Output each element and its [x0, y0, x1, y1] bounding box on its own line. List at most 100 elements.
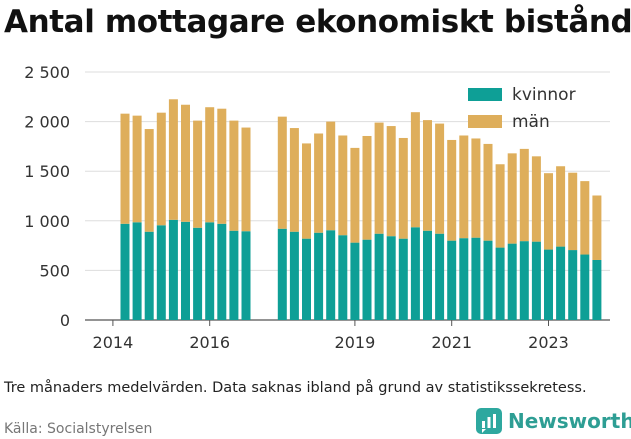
bar-mn-2023-Q2: [556, 166, 566, 247]
bar-mn-2015-Q2: [168, 99, 178, 220]
bar-mn-2014-Q2: [120, 113, 130, 224]
bar-mn-2023-Q4: [580, 181, 590, 255]
x-tick-label: 2019: [335, 333, 376, 352]
bar-kvinnor-2018-Q2: [314, 232, 324, 320]
brand-logo[interactable]: Newsworthy: [476, 406, 631, 436]
x-tick-label: 2023: [528, 333, 569, 352]
bar-mn-2023-Q1: [544, 173, 553, 250]
bar-kvinnor-2020-Q4: [435, 233, 445, 320]
bar-mn-2015-Q4: [193, 120, 203, 228]
legend-label: kvinnor: [512, 85, 576, 105]
bar-kvinnor-2018-Q4: [338, 235, 348, 320]
bar-mn-2020-Q2: [410, 112, 420, 228]
bar-kvinnor-2021-Q1: [447, 240, 457, 320]
bar-kvinnor-2017-Q4: [289, 231, 299, 320]
bar-kvinnor-2015-Q3: [181, 221, 190, 320]
bar-mn-2019-Q4: [386, 126, 396, 237]
bar-mn-2019-Q3: [374, 122, 384, 234]
bar-mn-2019-Q1: [350, 147, 360, 243]
x-tick-label: 2016: [189, 333, 230, 352]
bar-mn-2018-Q3: [326, 121, 336, 231]
bar-kvinnor-2019-Q2: [362, 239, 372, 320]
chart-title: Antal mottagare ekonomiskt bistånd: [4, 4, 631, 40]
bar-kvinnor-2014-Q2: [120, 223, 130, 320]
bar-mn-2016-Q2: [217, 108, 227, 224]
bar-mn-2020-Q1: [398, 137, 408, 239]
bar-mn-2022-Q4: [531, 156, 541, 242]
bar-kvinnor-2018-Q3: [326, 230, 336, 320]
bar-mn-2021-Q2: [459, 135, 469, 239]
bar-kvinnor-2022-Q2: [507, 243, 517, 320]
bar-kvinnor-2023-Q4: [580, 254, 590, 320]
bar-kvinnor-2022-Q1: [495, 247, 505, 320]
y-axis: 0 500 1 000 1 500 2 000 2 500: [24, 63, 70, 330]
y-tick-label: 2 000: [24, 113, 70, 132]
bars: [120, 99, 602, 320]
bar-kvinnor-2021-Q4: [483, 240, 493, 320]
bar-kvinnor-2014-Q4: [144, 231, 154, 320]
bar-mn-2021-Q3: [471, 138, 481, 238]
bar-mn-2021-Q4: [483, 143, 493, 241]
bar-kvinnor-2023-Q3: [568, 250, 578, 320]
bar-mn-2014-Q3: [132, 115, 142, 223]
bar-mn-2016-Q1: [205, 107, 215, 223]
bar-kvinnor-2014-Q3: [132, 222, 142, 320]
bar-kvinnor-2020-Q2: [410, 227, 420, 320]
bar-mn-2018-Q2: [314, 133, 324, 233]
bar-mn-2018-Q1: [302, 143, 311, 239]
bar-mn-2018-Q4: [338, 135, 348, 236]
legend: kvinnor män: [468, 85, 576, 132]
x-tick-label: 2014: [93, 333, 134, 352]
y-tick-label: 2 500: [24, 63, 70, 82]
bar-mn-2020-Q3: [423, 120, 432, 231]
bar-mn-2017-Q3: [277, 116, 287, 229]
bar-mn-2020-Q4: [435, 123, 445, 234]
bar-kvinnor-2018-Q1: [302, 238, 311, 320]
bar-kvinnor-2019-Q1: [350, 242, 360, 320]
y-tick-label: 1 500: [24, 162, 70, 181]
bar-mn-2015-Q1: [156, 112, 166, 226]
bar-chart-icon: [476, 408, 502, 434]
y-tick-label: 500: [39, 261, 70, 280]
brand-name: Newsworthy: [508, 409, 631, 433]
bar-mn-2024-Q1: [592, 195, 602, 260]
bar-kvinnor-2023-Q2: [556, 246, 566, 320]
bar-kvinnor-2022-Q4: [531, 241, 541, 320]
x-axis: 2014 2016 2019 2021 2023: [93, 320, 569, 352]
bar-kvinnor-2019-Q4: [386, 236, 396, 320]
legend-label: män: [512, 112, 550, 132]
source-credit: Källa: Socialstyrelsen: [4, 421, 153, 437]
chart-note: Tre månaders medelvärden. Data saknas ib…: [4, 380, 587, 396]
bar-kvinnor-2016-Q2: [217, 223, 227, 320]
bar-kvinnor-2020-Q3: [423, 230, 432, 320]
bar-mn-2022-Q3: [519, 148, 529, 242]
bar-kvinnor-2017-Q3: [277, 228, 287, 320]
bar-kvinnor-2024-Q1: [592, 259, 602, 320]
bar-mn-2017-Q4: [289, 128, 299, 232]
stacked-bar-chart: 0 500 1 000 1 500 2 000 2 500 2014 2016 2019 202…: [24, 63, 610, 352]
bar-mn-2019-Q2: [362, 135, 372, 240]
bar-mn-2022-Q1: [495, 164, 505, 248]
legend-swatch-kvinnor: [468, 88, 502, 101]
bar-kvinnor-2021-Q3: [471, 237, 481, 320]
bar-kvinnor-2019-Q3: [374, 233, 384, 320]
bar-kvinnor-2015-Q1: [156, 225, 166, 320]
bar-mn-2022-Q2: [507, 153, 517, 244]
bar-kvinnor-2015-Q4: [193, 227, 203, 320]
bar-mn-2015-Q3: [181, 104, 190, 222]
bar-mn-2021-Q1: [447, 139, 457, 241]
x-tick-label: 2021: [431, 333, 472, 352]
bar-kvinnor-2022-Q3: [519, 241, 529, 320]
bar-kvinnor-2016-Q1: [205, 222, 215, 320]
bar-mn-2014-Q4: [144, 129, 154, 232]
bar-kvinnor-2016-Q4: [241, 231, 251, 320]
bar-mn-2016-Q4: [241, 127, 251, 232]
legend-swatch-mn: [468, 115, 502, 128]
bar-kvinnor-2021-Q2: [459, 238, 469, 320]
bar-kvinnor-2020-Q1: [398, 238, 408, 320]
bar-mn-2023-Q3: [568, 172, 578, 251]
bar-kvinnor-2015-Q2: [168, 219, 178, 320]
bar-kvinnor-2023-Q1: [544, 249, 553, 320]
bar-kvinnor-2016-Q3: [229, 230, 239, 320]
y-tick-label: 1 000: [24, 212, 70, 231]
